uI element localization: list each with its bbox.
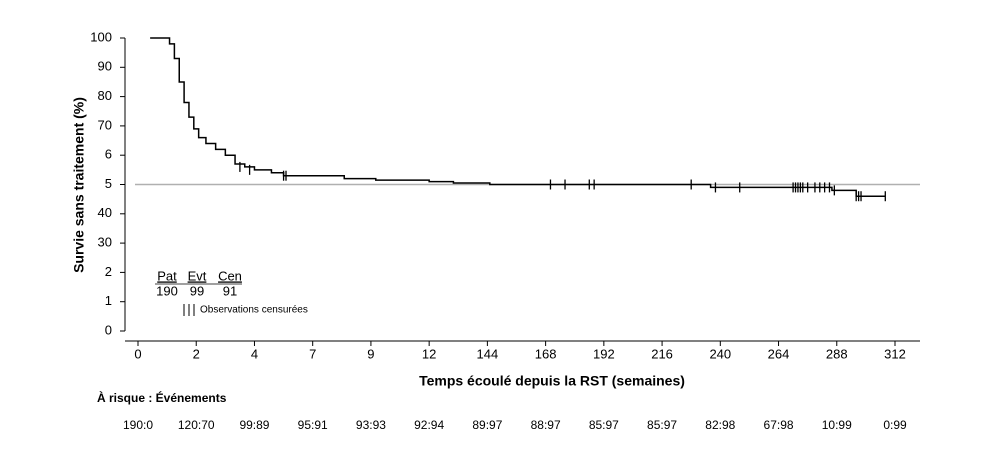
survival-curve	[150, 37, 886, 197]
x-tick-label: 12	[422, 346, 436, 361]
legend-header: Cen	[218, 268, 242, 283]
at-risk-label: 82:98	[705, 418, 735, 432]
x-tick-label: 4	[251, 346, 258, 361]
legend-value: 91	[223, 283, 237, 298]
legend-value: 99	[190, 283, 204, 298]
at-risk-label: 93:93	[356, 418, 386, 432]
legend-header: Pat	[157, 268, 177, 283]
x-tick-label: 168	[535, 346, 557, 361]
y-tick-label: 70	[98, 117, 112, 132]
at-risk-label: 10:99	[822, 418, 852, 432]
x-tick-label: 144	[477, 346, 499, 361]
y-tick-label: 5	[105, 176, 112, 191]
at-risk-label: 92:94	[414, 418, 444, 432]
censor-icon	[183, 304, 195, 316]
at-risk-label: 89:97	[472, 418, 502, 432]
y-tick-label: 100	[90, 29, 112, 44]
x-axis-label: Temps écoulé depuis la RST (semaines)	[419, 373, 685, 389]
y-tick-label: 30	[98, 235, 112, 250]
at-risk-label: 95:91	[298, 418, 328, 432]
at-risk-label: 0:99	[883, 418, 907, 432]
x-tick-label: 240	[709, 346, 731, 361]
censor-label: Observations censurées	[200, 305, 308, 316]
x-tick-label: 2	[193, 346, 200, 361]
x-tick-label: 192	[593, 346, 615, 361]
y-tick-label: 0	[105, 322, 112, 337]
legend-header: Evt	[188, 268, 207, 283]
x-tick-label: 0	[134, 346, 141, 361]
at-risk-label: 67:98	[764, 418, 794, 432]
x-tick-label: 7	[309, 346, 316, 361]
y-axis-label: Survie sans traitement (%)	[71, 97, 87, 273]
legend-value: 190	[156, 283, 178, 298]
y-tick-label: 6	[105, 147, 112, 162]
x-tick-label: 288	[826, 346, 848, 361]
at-risk-label: 120:70	[178, 418, 215, 432]
y-tick-label: 80	[98, 88, 112, 103]
at-risk-label: 99:89	[239, 418, 269, 432]
y-tick-label: 2	[105, 264, 112, 279]
at-risk-label: 190:0	[123, 418, 153, 432]
at-risk-label: 88:97	[531, 418, 561, 432]
x-tick-label: 9	[367, 346, 374, 361]
at-risk-label: 85:97	[647, 418, 677, 432]
y-tick-label: 90	[98, 59, 112, 74]
x-tick-label: 216	[651, 346, 673, 361]
y-tick-label: 1	[105, 293, 112, 308]
x-tick-label: 312	[884, 346, 906, 361]
y-tick-label: 40	[98, 205, 112, 220]
at-risk-title: À risque : Événements	[97, 390, 227, 405]
x-tick-label: 264	[768, 346, 790, 361]
at-risk-label: 85:97	[589, 418, 619, 432]
